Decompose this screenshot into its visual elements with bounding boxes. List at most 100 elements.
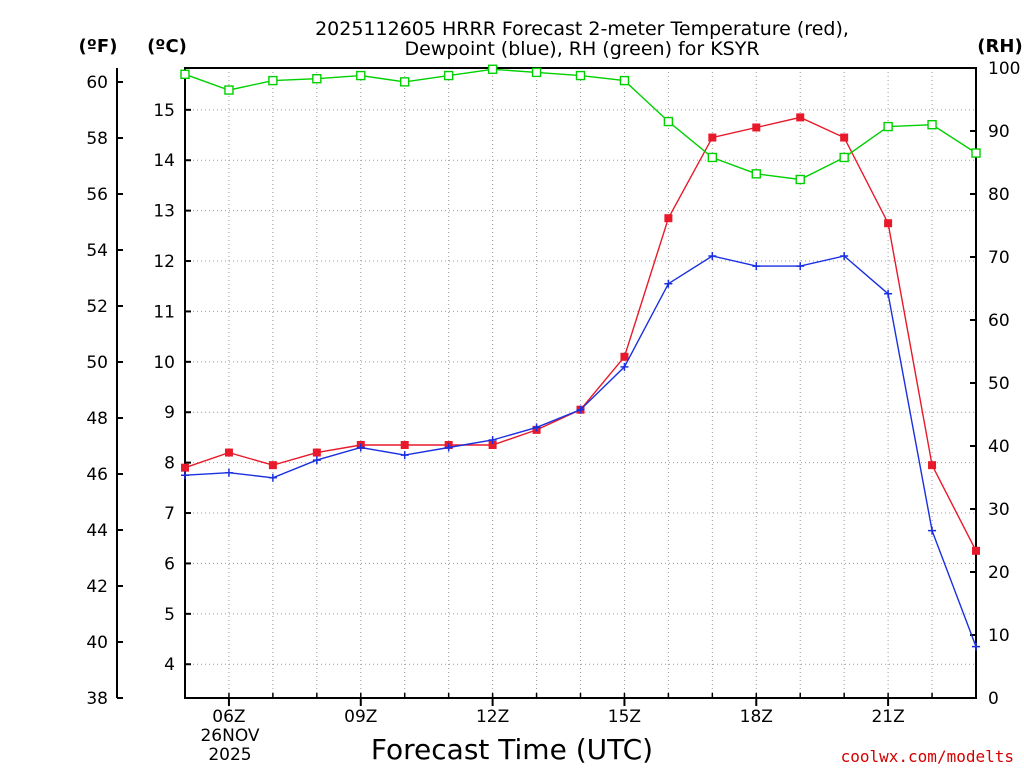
rh-tick-label: 100 [988, 59, 1020, 79]
fahrenheit-tick-label: 56 [86, 185, 108, 205]
temperature-point [488, 440, 497, 449]
x-axis-title: Forecast Time (UTC) [371, 733, 653, 766]
rh-unit-label: (RH) [977, 36, 1022, 57]
rh-point [663, 116, 674, 127]
rh-point [707, 152, 718, 163]
x-tick-label: 12Z [476, 707, 509, 727]
celsius-tick-label: 8 [164, 454, 175, 474]
rh-point [883, 121, 893, 132]
temperature-point [224, 448, 233, 457]
celsius-tick-label: 4 [164, 655, 175, 675]
fahrenheit-tick-label: 42 [86, 577, 108, 597]
temperature-point [400, 440, 409, 449]
rh-tick-label: 50 [988, 374, 1010, 394]
celsius-tick-label: 10 [153, 353, 175, 373]
rh-series [180, 64, 981, 185]
temperature-point [620, 352, 629, 361]
dewpoint-point [444, 443, 453, 452]
series-group [180, 64, 981, 651]
temperature-line [184, 116, 977, 552]
temperature-point [884, 219, 893, 228]
fahrenheit-tick-label: 58 [86, 129, 108, 149]
dewpoint-point [928, 526, 937, 535]
temperature-point [752, 123, 761, 132]
rh-tick-label: 10 [988, 626, 1010, 646]
rh-point [619, 75, 630, 86]
celsius-tick-label: 13 [153, 202, 175, 222]
celsius-tick-label: 11 [153, 302, 175, 322]
rh-tick-label: 80 [988, 185, 1010, 205]
fahrenheit-tick-label: 50 [86, 353, 108, 373]
celsius-tick-label: 5 [164, 605, 175, 625]
chart-title-line-2: Dewpoint (blue), RH (green) for KSYR [404, 38, 759, 60]
rh-tick-label: 90 [988, 122, 1010, 142]
temperature-point [181, 463, 189, 472]
dewpoint-point [620, 362, 629, 371]
dewpoint-point [312, 456, 321, 465]
fahrenheit-tick-label: 44 [86, 521, 108, 541]
rh-point [839, 152, 849, 163]
fahrenheit-tick-label: 52 [86, 297, 108, 317]
dewpoint-point [576, 405, 585, 414]
rh-point [443, 70, 454, 81]
temperature-point [708, 133, 717, 142]
fahrenheit-tick-label: 46 [86, 465, 108, 485]
temperature-point [796, 113, 805, 122]
rh-tick-label: 60 [988, 311, 1010, 331]
x-tick-label: 18Z [740, 707, 773, 727]
dewpoint-point [400, 451, 409, 460]
fahrenheit-tick-label: 60 [86, 73, 108, 93]
rh-point [312, 74, 322, 84]
celsius-unit-label: (ºC) [147, 36, 187, 57]
dewpoint-point [752, 262, 761, 271]
rh-tick-label: 70 [988, 248, 1010, 268]
dewpoint-point [181, 471, 189, 480]
celsius-tick-label: 6 [164, 554, 175, 574]
rh-point [531, 67, 542, 78]
celsius-tick-label: 15 [153, 101, 175, 121]
celsius-tick-label: 14 [153, 151, 175, 171]
rh-point [224, 85, 234, 95]
rh-point [971, 148, 981, 158]
dewpoint-point [708, 251, 717, 260]
dewpoint-point [972, 642, 980, 651]
celsius-tick-label: 9 [164, 403, 175, 423]
fahrenheit-tick-label: 48 [86, 409, 108, 429]
rh-point [400, 77, 410, 87]
temperature-point [312, 448, 321, 457]
x-tick-label: 06Z [212, 707, 245, 727]
dewpoint-point [664, 279, 673, 288]
rh-point [795, 174, 805, 185]
rh-point [180, 69, 190, 80]
rh-point [575, 70, 586, 81]
temperature-point [840, 133, 849, 142]
temperature-point [928, 461, 937, 470]
axes: 3840424446485052545658604567891011121314… [86, 59, 1020, 727]
celsius-tick-label: 12 [153, 252, 175, 272]
x-date-label-year: 2025 [208, 745, 251, 765]
rh-point [487, 64, 498, 74]
dewpoint-point [356, 443, 365, 452]
fahrenheit-unit-label: (ºF) [79, 36, 118, 57]
rh-tick-label: 30 [988, 500, 1010, 520]
temperature-point [664, 214, 673, 223]
dewpoint-point [796, 262, 805, 271]
dewpoint-series [181, 251, 980, 651]
dewpoint-point [488, 435, 497, 444]
rh-tick-label: 20 [988, 563, 1010, 583]
x-tick-label: 09Z [344, 707, 377, 727]
temperature-point [972, 546, 980, 555]
fahrenheit-tick-label: 40 [86, 633, 108, 653]
rh-tick-label: 0 [988, 689, 999, 709]
rh-point [751, 169, 761, 179]
dewpoint-point [532, 423, 541, 432]
rh-point [268, 75, 278, 86]
temperature-point [268, 461, 277, 470]
x-tick-label: 21Z [871, 707, 904, 727]
fahrenheit-tick-label: 54 [86, 241, 108, 261]
dewpoint-point [840, 251, 849, 260]
dewpoint-point [884, 289, 893, 298]
celsius-tick-label: 7 [164, 504, 175, 524]
rh-point [356, 70, 366, 81]
